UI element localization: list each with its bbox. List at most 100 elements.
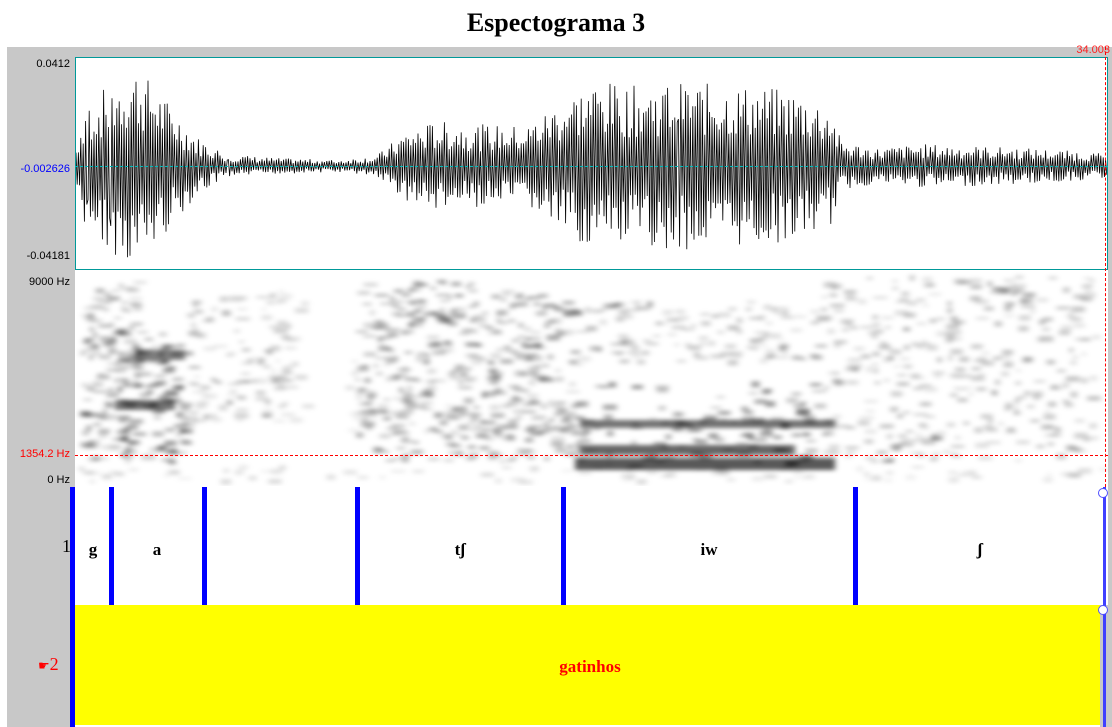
word-label[interactable]: gatinhos <box>559 657 621 676</box>
spectrogram-blob <box>302 404 315 409</box>
spectrogram-blob <box>824 282 836 288</box>
spectrogram-blob <box>121 306 127 312</box>
spectrogram-blob <box>1046 359 1056 365</box>
spectrogram-blob <box>193 303 198 308</box>
spectrogram-blob <box>86 386 95 391</box>
spectrogram-blob <box>197 400 209 405</box>
spectrogram-blob <box>980 414 993 419</box>
segment-label-a[interactable]: a <box>152 540 162 559</box>
spectrogram-blob <box>191 322 196 328</box>
spectrogram-blob <box>736 329 743 334</box>
spectrogram-blob <box>247 359 255 362</box>
spectrogram-blob <box>110 444 121 450</box>
spectrogram-blob <box>752 476 764 482</box>
spectrogram-blob <box>134 372 141 378</box>
spectrogram-blob <box>164 473 169 477</box>
frequency-cursor-line[interactable] <box>75 455 1108 456</box>
spectrogram-blob <box>631 440 637 445</box>
spectrogram-blob <box>446 408 459 415</box>
spectrogram-blob <box>401 329 414 334</box>
segment-tier[interactable] <box>73 487 1108 605</box>
spectrogram-blob <box>391 423 405 428</box>
spectrogram-blob <box>920 424 930 430</box>
spectrogram-blob <box>472 329 478 334</box>
segment-boundary[interactable] <box>109 487 114 605</box>
tier-left-boundary[interactable] <box>70 487 75 727</box>
spectrogram-blob <box>455 364 465 371</box>
spectrogram-blob <box>929 320 938 324</box>
spectrogram-blob <box>170 471 179 474</box>
waveform-panel[interactable] <box>75 57 1108 270</box>
spectrogram-blob <box>503 345 511 350</box>
spectrogram-blob <box>631 385 643 390</box>
spectrogram-blob <box>827 316 834 321</box>
spectrogram-blob <box>262 411 273 418</box>
spectrogram-blob <box>273 328 288 334</box>
spectrogram-blob <box>1001 371 1009 377</box>
segment-boundary[interactable] <box>561 487 566 605</box>
spectrogram-blob <box>845 446 859 449</box>
spectrogram-blob <box>107 388 112 392</box>
segment-boundary[interactable] <box>355 487 360 605</box>
spectrogram-blob <box>943 449 950 455</box>
spectrogram-blob <box>463 376 477 382</box>
amplitude-center-label: -0.002626 <box>20 163 70 175</box>
spectrogram-blob <box>654 322 668 325</box>
tier-2-handle[interactable] <box>1098 605 1108 615</box>
spectrogram-blob <box>703 416 717 422</box>
spectrogram-blob <box>1016 396 1026 399</box>
time-ruler-bar[interactable] <box>75 47 1100 57</box>
segment-label-sh[interactable]: ʃ <box>977 540 983 559</box>
spectrogram-plot <box>78 275 1108 485</box>
spectrogram-blob <box>865 409 875 413</box>
segment-label-g[interactable]: g <box>88 540 98 559</box>
segment-label-iw[interactable]: iw <box>700 540 718 559</box>
spectrogram-blob <box>509 399 514 402</box>
spectrogram-blob <box>516 356 522 360</box>
spectrogram-blob <box>675 309 685 314</box>
spectrogram-panel[interactable] <box>75 270 1108 488</box>
spectrogram-blob <box>167 398 181 401</box>
spectrogram-blob <box>911 342 918 347</box>
segment-label-tsh[interactable]: tʃ <box>454 540 466 559</box>
spectrogram-blob <box>551 435 565 442</box>
spectrogram-blob <box>646 300 653 307</box>
spectrogram-blob <box>391 470 406 473</box>
spectrogram-blob <box>280 375 287 379</box>
spectrogram-blob <box>389 296 395 301</box>
spectrogram-blob <box>81 383 90 388</box>
spectrogram-blob <box>571 432 582 436</box>
spectrogram-blob <box>241 372 250 375</box>
spectrogram-blob <box>273 419 286 423</box>
spectrogram-blob <box>618 334 628 339</box>
spectrogram-blob <box>169 400 183 404</box>
spectrogram-blob <box>883 458 893 462</box>
spectrogram-blob <box>834 340 847 344</box>
word-tier[interactable] <box>73 605 1100 725</box>
spectrogram-blob <box>505 424 517 430</box>
spectrogram-blob <box>599 319 607 325</box>
spectrogram-blob <box>396 446 406 450</box>
segment-boundary[interactable] <box>202 487 207 605</box>
spectrogram-blob <box>1021 305 1035 308</box>
time-cursor-line[interactable] <box>1105 47 1106 487</box>
tier-1-handle[interactable] <box>1098 488 1108 498</box>
spectrogram-blob <box>284 385 298 390</box>
spectrogram-blob <box>529 431 543 436</box>
spectrogram-blob <box>241 361 254 365</box>
spectrogram-blob <box>1074 432 1088 439</box>
segment-boundary[interactable] <box>853 487 858 605</box>
spectrogram-blob <box>541 428 550 434</box>
spectrogram-blob <box>84 337 95 342</box>
spectrogram-blob <box>527 366 541 372</box>
spectrogram-blob <box>589 345 602 352</box>
spectrogram-blob <box>117 415 131 421</box>
spectrogram-blob <box>796 455 811 458</box>
spectrogram-blob <box>745 307 752 312</box>
spectrogram-blob <box>102 474 112 480</box>
spectrogram-blob <box>122 301 127 304</box>
spectrogram-blob <box>847 364 862 369</box>
spectrogram-blob <box>496 348 504 352</box>
spectrogram-blob <box>983 425 993 428</box>
spectrogram-blob <box>601 385 609 388</box>
